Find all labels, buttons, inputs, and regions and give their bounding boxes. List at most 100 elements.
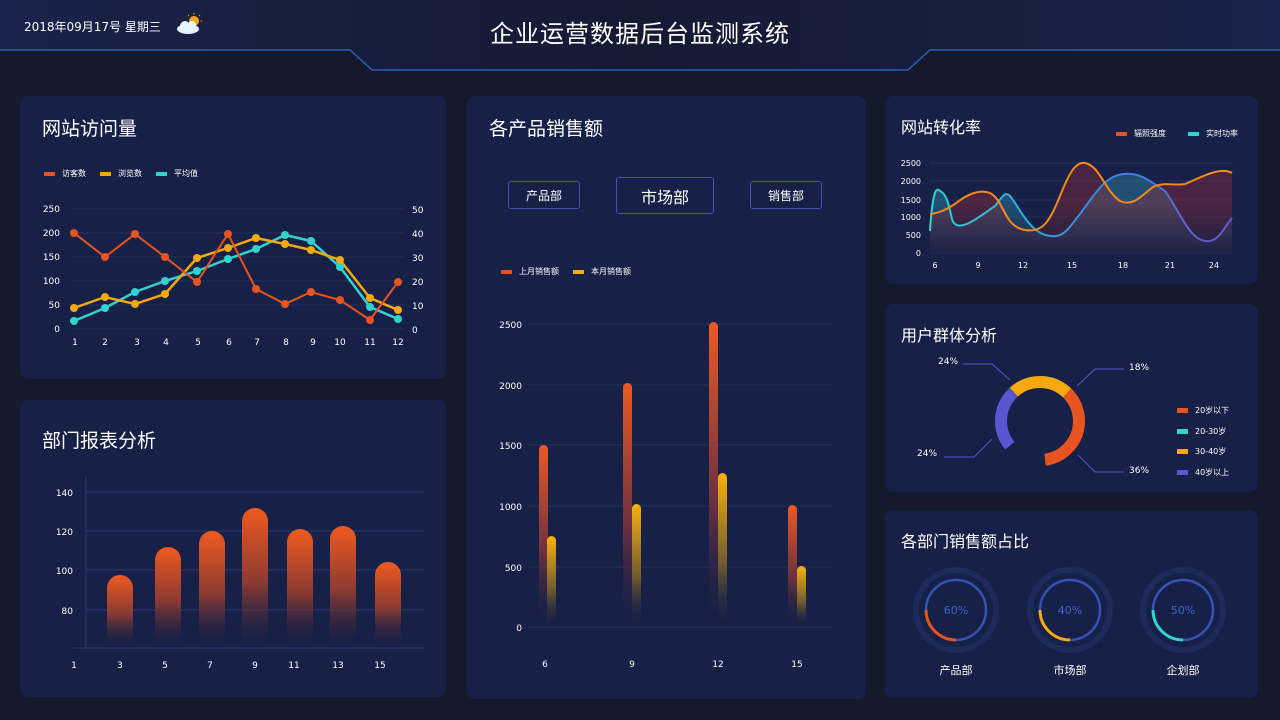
- legend-item: 20-30岁: [1177, 426, 1226, 437]
- y2-tick: 10: [412, 302, 424, 312]
- pct-label: 24%: [938, 357, 959, 367]
- x-tick: 1: [72, 338, 78, 348]
- y-tick: 1500: [499, 442, 522, 452]
- x-tick: 15: [1067, 261, 1077, 270]
- x-tick: 11: [288, 661, 299, 671]
- dept-share-title: 各部门销售额占比: [901, 532, 1030, 551]
- y-tick: 100: [56, 567, 73, 577]
- product-sales-title: 各产品销售额: [489, 118, 604, 140]
- legend-swatch: [1177, 408, 1188, 413]
- bar-last-month: [788, 505, 797, 627]
- y-tick: 0: [516, 624, 522, 634]
- ring-label: 产品部: [939, 664, 973, 677]
- legend-label: 实时功率: [1206, 129, 1238, 138]
- legend-label: 40岁以上: [1195, 468, 1230, 477]
- conversion-legend: 辐照强度 实时功率: [1116, 128, 1252, 139]
- ring-pct: 40%: [1058, 604, 1082, 617]
- legend-label: 平均值: [174, 169, 198, 178]
- y-tick: 2500: [499, 321, 522, 331]
- legend-swatch: [1116, 131, 1127, 136]
- x-tick: 12: [392, 338, 403, 348]
- y2-tick: 30: [412, 254, 424, 264]
- page-title: 企业运营数据后台监测系统: [490, 20, 790, 48]
- conversion-title: 网站转化率: [901, 118, 982, 137]
- x-tick: 6: [932, 261, 937, 270]
- y-tick: 120: [56, 528, 73, 538]
- bar: [375, 562, 401, 646]
- product-sales-card: 各产品销售额 产品部 市场部 销售部 上月销售额 本月销售额 2500 2000…: [467, 96, 866, 699]
- tab-sales-dept[interactable]: 销售部: [750, 181, 822, 209]
- y-tick: 1000: [499, 503, 522, 513]
- x-tick: 15: [374, 661, 385, 671]
- y-tick: 500: [505, 564, 522, 574]
- tab-market-dept[interactable]: 市场部: [616, 177, 714, 214]
- product-sales-legend: 上月销售额 本月销售额: [501, 266, 645, 277]
- ring-label: 市场部: [1053, 664, 1087, 677]
- y-tick: 1000: [901, 213, 921, 222]
- legend-item: 20岁以下: [1177, 405, 1229, 416]
- bar-last-month: [709, 322, 718, 627]
- visits-title: 网站访问量: [42, 118, 138, 140]
- x-tick: 6: [542, 660, 548, 670]
- dept-share-rings: 60% 40% 50%: [913, 567, 1226, 653]
- bar: [107, 575, 133, 646]
- x-tick: 9: [629, 660, 635, 670]
- bar-this-month: [547, 536, 556, 627]
- bar: [287, 529, 313, 646]
- x-tick: 9: [252, 661, 258, 671]
- tab-product-dept[interactable]: 产品部: [508, 181, 580, 209]
- x-tick: 3: [117, 661, 123, 671]
- dept-share-card: 各部门销售额占比 60% 40% 50% 产品部 市场部 企划部: [885, 510, 1258, 698]
- legend-label: 本月销售额: [591, 267, 631, 276]
- y-tick: 200: [43, 229, 60, 239]
- x-tick: 4: [163, 338, 169, 348]
- bar-this-month: [718, 473, 727, 627]
- x-tick: 9: [975, 261, 980, 270]
- header-banner: [0, 0, 1280, 71]
- visits-line-chart: 250 200 150 100 50 0 50 40 30 20 10 0 1 …: [43, 205, 424, 348]
- x-tick: 7: [207, 661, 213, 671]
- legend-swatch: [573, 269, 584, 274]
- user-groups-title: 用户群体分析: [901, 326, 998, 345]
- legend-label: 辐照强度: [1134, 129, 1166, 138]
- series-views: [73, 236, 399, 312]
- pct-label: 18%: [1129, 363, 1150, 373]
- y2-tick: 50: [412, 206, 424, 216]
- x-tick: 5: [195, 338, 201, 348]
- x-tick: 11: [364, 338, 375, 348]
- y-tick: 500: [906, 231, 921, 240]
- x-tick: 7: [254, 338, 260, 348]
- y-tick: 0: [916, 249, 921, 258]
- x-tick: 15: [791, 660, 802, 670]
- x-tick: 5: [162, 661, 168, 671]
- pct-label: 36%: [1129, 466, 1150, 476]
- legend-swatch: [1188, 131, 1199, 136]
- x-tick: 12: [712, 660, 723, 670]
- x-tick: 9: [310, 338, 316, 348]
- y-tick: 100: [43, 277, 60, 287]
- conversion-card: 网站转化率 辐照强度 实时功率 2500 2000 1500 1000 500 …: [885, 96, 1258, 284]
- legend-label: 20岁以下: [1195, 406, 1230, 415]
- ring-label: 企划部: [1166, 664, 1200, 677]
- bar-last-month: [539, 445, 548, 627]
- bar: [155, 547, 181, 646]
- legend-swatch: [1177, 429, 1188, 434]
- y-tick: 50: [49, 301, 61, 311]
- y-tick: 2000: [901, 177, 921, 186]
- line-power: [929, 172, 1233, 243]
- legend-label: 浏览数: [118, 169, 142, 178]
- x-tick: 24: [1209, 261, 1219, 270]
- product-sales-bar-chart: 2500 2000 1500 1000 500 0 6 9 12 15: [499, 321, 833, 670]
- series-visitors: [73, 231, 399, 322]
- x-tick: 18: [1118, 261, 1128, 270]
- y-tick: 2500: [901, 159, 921, 168]
- legend-item: 30-40岁: [1177, 446, 1226, 457]
- dept-report-bar-chart: 140 120 100 80 1 3 5 7 9 11 13 15: [56, 476, 424, 671]
- legend-swatch: [44, 171, 55, 176]
- x-tick: 1: [71, 661, 77, 671]
- dept-report-card: 部门报表分析 140 120 100 80 1 3 5 7 9 11 13: [20, 400, 446, 697]
- y-tick: 250: [43, 205, 60, 215]
- y-tick: 2000: [499, 382, 522, 392]
- y2-tick: 20: [412, 278, 424, 288]
- x-tick: 13: [332, 661, 343, 671]
